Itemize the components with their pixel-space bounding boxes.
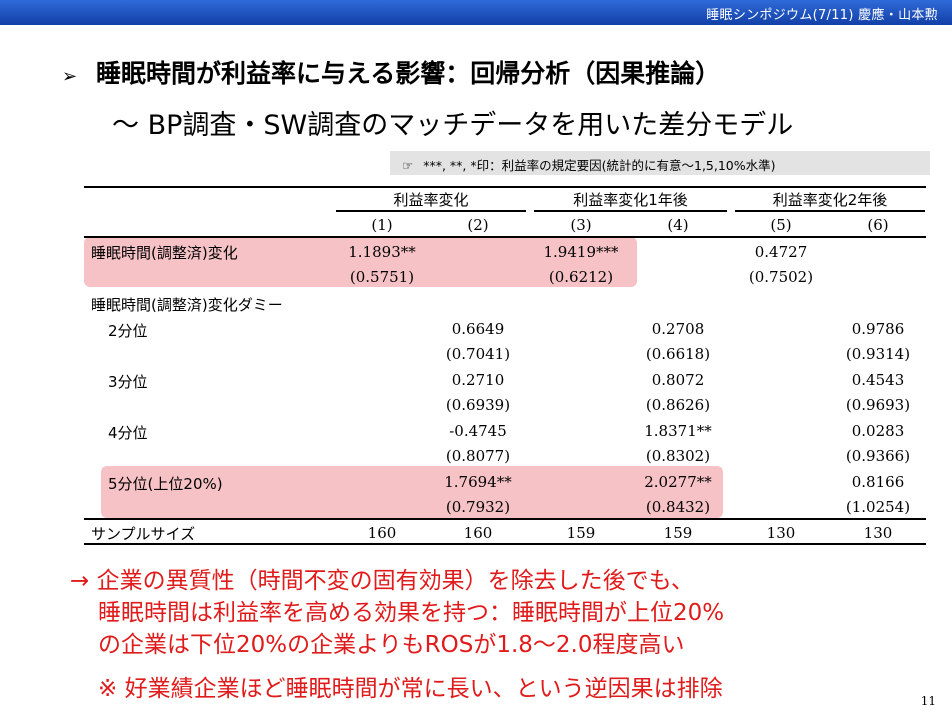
q4-col6-se: (0.9366) xyxy=(845,447,911,465)
significance-note-text: ***, **, *印：利益率の規定要因(統計的に有意～1,5,10%水準) xyxy=(423,158,776,173)
group-underline-3 xyxy=(735,210,925,212)
q5-col2-se: (0.7932) xyxy=(445,498,511,516)
group-header-1: 利益率変化 xyxy=(393,191,469,209)
group-header-2: 利益率変化1年後 xyxy=(573,191,688,209)
q2-col6-coef: 0.9786 xyxy=(851,320,905,338)
row1-col5-coef: 0.4727 xyxy=(754,243,808,261)
q2-col4-se: (0.6618) xyxy=(645,345,711,363)
row-label-sample-size: サンプルサイズ xyxy=(91,525,196,543)
row1-col3-se: (0.6212) xyxy=(548,268,614,286)
significance-note-box: ☞ ***, **, *印：利益率の規定要因(統計的に有意～1,5,10%水準) xyxy=(390,151,930,175)
highlight-q5 xyxy=(101,466,723,518)
q4-col2-se: (0.8077) xyxy=(445,447,511,465)
highlight-row1 xyxy=(84,237,637,287)
significance-note: ☞ ***, **, *印：利益率の規定要因(統計的に有意～1,5,10%水準) xyxy=(402,155,776,174)
pointing-hand-icon: ☞ xyxy=(402,158,414,173)
row-label-sleep-change: 睡眠時間(調整済)変化 xyxy=(91,244,238,262)
slide-subtitle: ～ BP調査・SW調査のマッチデータを用いた差分モデル xyxy=(112,110,794,141)
q2-col4-coef: 0.2708 xyxy=(651,320,705,338)
q5-col6-coef: 0.8166 xyxy=(851,473,905,491)
page-number: 11 xyxy=(920,694,936,708)
sample-size-col2: 160 xyxy=(463,524,493,542)
group-underline-1 xyxy=(336,210,526,212)
q3-col6-se: (0.9693) xyxy=(845,396,911,414)
group-underline-2 xyxy=(534,210,727,212)
slide-title: 睡眠時間が利益率に与える影響：回帰分析（因果推論） xyxy=(96,59,721,88)
col-number-4: (4) xyxy=(667,216,689,234)
q4-col4-se: (0.8302) xyxy=(645,447,711,465)
conclusion-line-2: 睡眠時間は利益率を高める効果を持つ：睡眠時間が上位20% xyxy=(98,600,725,626)
col-number-3: (3) xyxy=(570,216,592,234)
col-number-6: (6) xyxy=(867,216,889,234)
q4-col4-coef: 1.8371** xyxy=(644,422,712,440)
row1-col3-coef: 1.9419*** xyxy=(543,243,619,261)
q5-col6-se: (1.0254) xyxy=(845,498,911,516)
q3-col2-coef: 0.2710 xyxy=(451,371,505,389)
row-label-q2: 2分位 xyxy=(108,322,148,340)
sample-size-col3: 159 xyxy=(566,524,596,542)
q3-col4-se: (0.8626) xyxy=(645,396,711,414)
q5-col4-se: (0.8432) xyxy=(645,498,711,516)
sample-size-col6: 130 xyxy=(863,524,893,542)
q5-col4-coef: 2.0277** xyxy=(644,473,712,491)
header-bar: 睡眠シンポジウム(7/11) 慶應・山本勲 xyxy=(0,0,952,25)
row-label-q4: 4分位 xyxy=(108,424,148,442)
bullet-icon: ➢ xyxy=(62,66,78,87)
group-header-3: 利益率変化2年後 xyxy=(772,191,888,209)
q3-col2-se: (0.6939) xyxy=(445,396,511,414)
row1-col1-se: (0.5751) xyxy=(349,268,415,286)
q4-col6-coef: 0.0283 xyxy=(851,422,905,440)
col-number-5: (5) xyxy=(770,216,792,234)
q2-col2-se: (0.7041) xyxy=(445,345,511,363)
q3-col6-coef: 0.4543 xyxy=(851,371,905,389)
col-number-2: (2) xyxy=(467,216,489,234)
row-label-dummy: 睡眠時間(調整済)変化ダミー xyxy=(91,296,283,314)
q2-col2-coef: 0.6649 xyxy=(451,320,505,338)
sample-size-col1: 160 xyxy=(367,524,397,542)
q4-col2-coef: -0.4745 xyxy=(449,422,507,440)
conclusion-line-3: の企業は下位20%の企業よりもROSが1.8～2.0程度高い xyxy=(98,632,685,658)
row-label-q3: 3分位 xyxy=(108,373,148,391)
sample-size-col5: 130 xyxy=(766,524,796,542)
col-number-1: (1) xyxy=(371,216,393,234)
header-bottom-rule xyxy=(84,236,926,238)
row1-col1-coef: 1.1893** xyxy=(348,243,416,261)
q2-col6-se: (0.9314) xyxy=(845,345,911,363)
table-bottom-rule xyxy=(84,543,926,545)
q5-col2-coef: 1.7694** xyxy=(444,473,512,491)
row1-col5-se: (0.7502) xyxy=(748,268,814,286)
sample-size-col4: 159 xyxy=(663,524,693,542)
sample-top-rule xyxy=(84,518,926,520)
header-text: 睡眠シンポジウム(7/11) 慶應・山本勲 xyxy=(706,8,938,23)
row-label-q5: 5分位(上位20%) xyxy=(108,475,223,493)
conclusion-line-1: → 企業の異質性（時間不変の固有効果）を除去した後でも、 xyxy=(70,568,694,594)
table-top-rule xyxy=(84,186,926,188)
conclusion-block: → 企業の異質性（時間不変の固有効果）を除去した後でも、 睡眠時間は利益率を高め… xyxy=(70,565,724,705)
q3-col4-coef: 0.8072 xyxy=(651,371,705,389)
conclusion-line-4: ※ 好業績企業ほど睡眠時間が常に長い、という逆因果は排除 xyxy=(98,676,723,702)
